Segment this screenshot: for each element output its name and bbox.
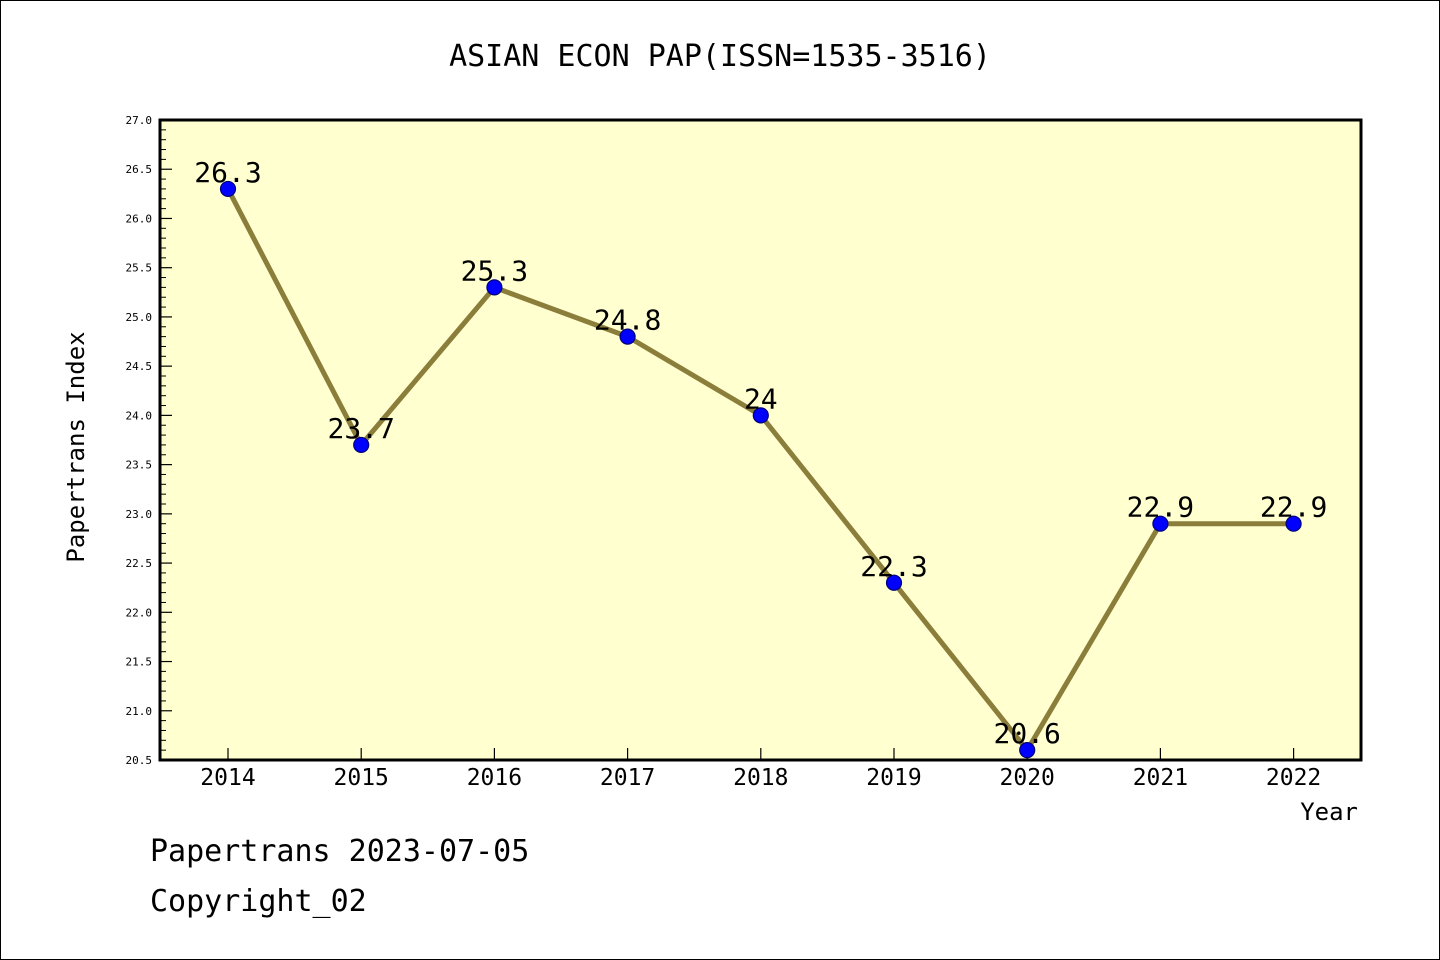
x-tick-label-2022: 2022 bbox=[1266, 765, 1321, 791]
data-label-2014: 26.3 bbox=[194, 156, 261, 189]
data-point-2016 bbox=[486, 279, 503, 296]
x-tick-label-2016: 2016 bbox=[467, 765, 522, 791]
y-tick-label-26.5: 26.5 bbox=[126, 163, 153, 176]
data-point-2020 bbox=[1019, 742, 1036, 759]
data-point-2018 bbox=[752, 407, 769, 424]
y-tick-label-24.5: 24.5 bbox=[126, 360, 153, 373]
data-point-2017 bbox=[619, 328, 636, 345]
y-tick-label-26.0: 26.0 bbox=[126, 212, 153, 225]
data-label-2018: 24 bbox=[744, 382, 778, 415]
y-tick-label-21.0: 21.0 bbox=[126, 705, 153, 718]
data-point-2015 bbox=[353, 436, 370, 454]
y-tick-label-25.5: 25.5 bbox=[126, 262, 153, 275]
chart-title: ASIAN ECON PAP(ISSN=1535-3516) bbox=[449, 39, 991, 74]
series-markers bbox=[219, 180, 1302, 759]
y-tick-label-23.0: 23.0 bbox=[126, 508, 153, 521]
y-tick-label-20.5: 20.5 bbox=[126, 754, 153, 767]
y-axis-label: Papertrans Index bbox=[62, 331, 90, 562]
data-label-2019: 22.3 bbox=[860, 550, 927, 583]
y-tick-label-23.5: 23.5 bbox=[126, 459, 153, 472]
x-tick-label-2019: 2019 bbox=[866, 765, 921, 791]
data-point-2014 bbox=[219, 180, 237, 198]
data-label-2021: 22.9 bbox=[1127, 491, 1194, 524]
data-labels: 26.3 23.7 25.3 24.8 24 22.3 20.6 22.9 22.9 bbox=[194, 156, 1327, 750]
data-label-2020: 20.6 bbox=[993, 717, 1060, 750]
x-tick-label-2015: 2015 bbox=[334, 765, 389, 791]
data-point-2021 bbox=[1152, 515, 1169, 532]
data-label-2022: 22.9 bbox=[1260, 491, 1327, 524]
data-label-2016: 25.3 bbox=[461, 254, 528, 287]
y-tick-label-22.5: 22.5 bbox=[126, 557, 153, 570]
x-tick-label-2017: 2017 bbox=[600, 765, 655, 791]
y-minor-ticks bbox=[160, 129, 166, 751]
y-tick-label-24.0: 24.0 bbox=[126, 409, 153, 422]
footer-copyright-line: Copyright_02 bbox=[150, 884, 367, 919]
data-point-2019 bbox=[885, 574, 903, 591]
x-tick-label-2021: 2021 bbox=[1133, 765, 1188, 791]
data-label-2015: 23.7 bbox=[327, 412, 394, 445]
y-axis: 20.5 21.0 21.5 22.0 22.5 23.0 23.5 24.0 24.5 25.0… bbox=[126, 114, 172, 767]
y-tick-label-25.0: 25.0 bbox=[126, 311, 153, 324]
y-tick-label-21.5: 21.5 bbox=[126, 656, 153, 669]
y-tick-label-27.0: 27.0 bbox=[126, 114, 153, 127]
data-point-2022 bbox=[1285, 515, 1302, 532]
x-tick-label-2018: 2018 bbox=[733, 765, 788, 791]
x-axis: 2014 2015 2016 2017 2018 2019 2020 2021 2022 bbox=[200, 748, 1321, 791]
footer-date-line: Papertrans 2023-07-05 bbox=[150, 834, 530, 869]
data-label-2017: 24.8 bbox=[594, 304, 661, 337]
x-axis-label: Year bbox=[1300, 798, 1358, 826]
x-tick-label-2014: 2014 bbox=[200, 765, 255, 791]
y-tick-label-22.0: 22.0 bbox=[126, 606, 153, 619]
x-tick-label-2020: 2020 bbox=[1000, 765, 1055, 791]
